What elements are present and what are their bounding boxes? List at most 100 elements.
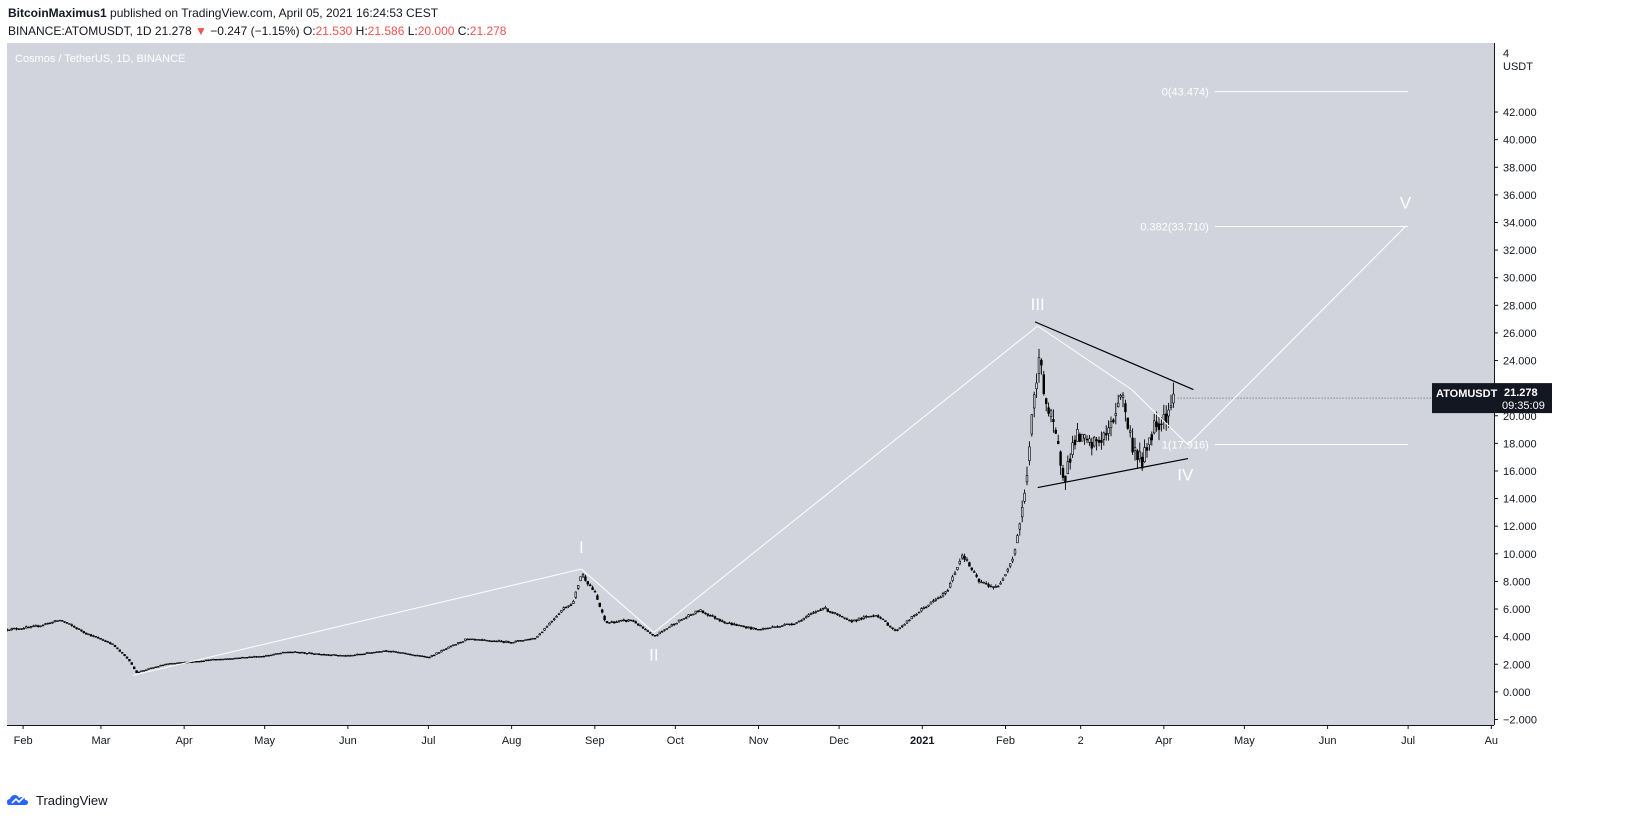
candle-body (121, 652, 124, 654)
candle-body (689, 614, 693, 616)
candle-body (1030, 414, 1034, 435)
candle-body (1035, 382, 1038, 390)
candle-body (848, 619, 851, 622)
candle-body (960, 554, 964, 559)
candle-body (826, 608, 830, 612)
candle-body (147, 668, 150, 670)
candle-body (917, 611, 921, 614)
footer-brand[interactable]: TradingView (36, 792, 108, 808)
candle-body (596, 595, 599, 600)
y-top-label: 4 (1503, 48, 1509, 60)
candle-body (735, 624, 738, 626)
candle-body (742, 625, 746, 628)
candle-body (233, 657, 237, 660)
candle-body (1093, 437, 1096, 447)
candle-body (831, 611, 834, 614)
candle-body (1004, 574, 1007, 577)
candle-body (329, 654, 333, 657)
candle-body (130, 662, 134, 665)
candle-body (692, 613, 695, 616)
time-axis[interactable]: Feb Mar Apr May Jun Jul Aug Sep Oct Nov Dec 2021 Feb… (7, 725, 1498, 747)
candle-body (257, 656, 261, 658)
candle-body (423, 656, 426, 658)
low-label: L: (407, 24, 418, 38)
candle-body (754, 628, 758, 630)
candle-body (999, 582, 1002, 585)
candle-body (464, 638, 467, 641)
candle-body (694, 610, 698, 614)
open-label: O: (302, 24, 316, 38)
y-tick-label: 4.000 (1503, 632, 1531, 644)
candle-body (1073, 439, 1077, 446)
candle-body (442, 649, 445, 651)
fib-levels: 0(43.474) 0.382(33.710) 1(17.916) (1140, 87, 1409, 452)
candle-body (411, 654, 414, 656)
candle-body (281, 651, 285, 654)
chart-header: BitcoinMaximus1 published on TradingView… (8, 4, 506, 40)
candle-body (370, 652, 373, 654)
candle-body (603, 615, 606, 621)
candle-body (1112, 419, 1115, 423)
candle-body (526, 638, 530, 641)
y-tick-label: 38.000 (1503, 162, 1537, 174)
candle-body (1155, 421, 1158, 428)
candle-body (876, 615, 880, 618)
candle-body (44, 623, 47, 625)
candle-body (358, 653, 361, 656)
candle-body (286, 651, 289, 654)
candle-body (668, 626, 671, 628)
candle-body (461, 641, 465, 643)
candle-body (48, 622, 52, 625)
candle-body (898, 627, 902, 630)
candle-body (1131, 437, 1134, 453)
candle-body (154, 666, 157, 668)
candle-body (82, 631, 86, 634)
candle-body (800, 620, 803, 622)
candle-body (262, 655, 265, 658)
candle-body (516, 640, 520, 642)
candle-body (89, 634, 93, 637)
candle-body (584, 576, 587, 581)
candle-body (1088, 438, 1091, 443)
candle-body (627, 619, 630, 622)
candle-body (226, 658, 229, 660)
candle-body (420, 655, 424, 658)
candle-body (1078, 433, 1082, 442)
candle-body (1095, 439, 1098, 442)
candle-body (538, 633, 542, 636)
candle-body (862, 616, 866, 619)
candle-body (1097, 440, 1101, 443)
candle-body (128, 659, 131, 662)
candle-body (593, 591, 597, 593)
candle-body (886, 622, 890, 626)
candle-body (140, 670, 143, 672)
candle-body (173, 662, 177, 665)
candle-body (891, 627, 894, 630)
candle-body (1016, 535, 1019, 544)
candle-body (394, 651, 397, 653)
candle-body (531, 638, 534, 640)
candle-body (768, 627, 772, 629)
candle-body (1169, 405, 1173, 408)
candle-body (941, 593, 945, 597)
x-tick-label: Aug (502, 735, 522, 747)
candle-body (308, 652, 311, 654)
candle-body (1001, 578, 1005, 581)
y-tick-label: 30.000 (1503, 273, 1537, 285)
candle-body (612, 621, 616, 624)
candle-body (557, 613, 561, 616)
candle-body (1085, 438, 1089, 441)
x-tick-label: Feb (996, 735, 1015, 747)
candle-body (1059, 451, 1062, 466)
candle-body (821, 607, 825, 610)
candle-body (1129, 430, 1132, 433)
candle-body (123, 654, 126, 656)
author-name[interactable]: BitcoinMaximus1 (8, 6, 107, 20)
chart-area[interactable]: Cosmos / TetherUS, 1D, BINANCE 0(43.474)… (5, 43, 1552, 785)
price-chart[interactable]: Cosmos / TetherUS, 1D, BINANCE 0(43.474)… (5, 43, 1552, 785)
candle-body (780, 625, 784, 627)
candle-body (910, 616, 914, 620)
candle-body (756, 628, 760, 631)
candle-body (802, 618, 806, 621)
candle-body (264, 655, 268, 657)
